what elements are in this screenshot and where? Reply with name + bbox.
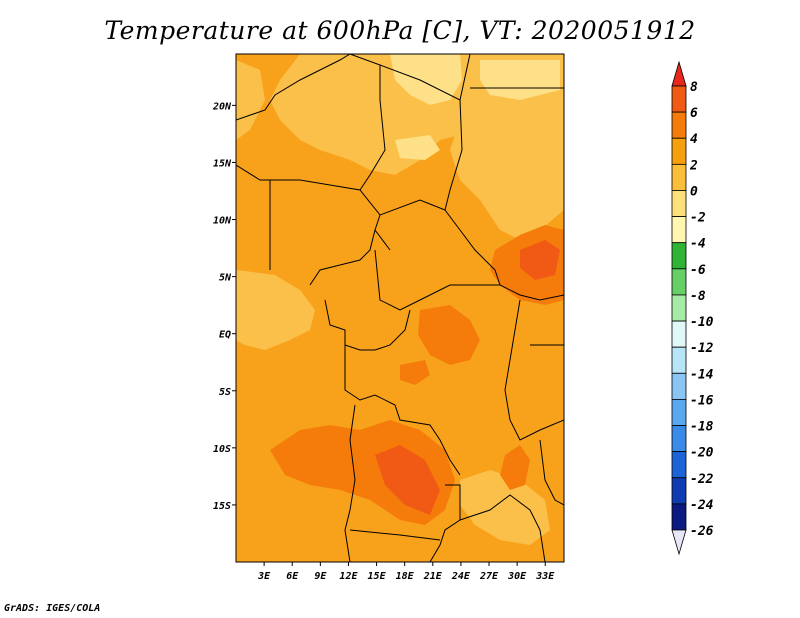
x-tick-label: 3E [257, 571, 271, 582]
colorbar-segment [671, 399, 687, 426]
y-tick-label: 5N [219, 273, 232, 284]
field-region-warm-west-patch [400, 360, 430, 385]
field-region-warm-central [418, 305, 480, 365]
y-tick-label: 20N [212, 101, 232, 112]
colorbar-segment [671, 372, 687, 400]
border-line-16 [349, 529, 441, 541]
border-line-9 [309, 229, 376, 286]
colorbar-segment [671, 320, 687, 348]
field-region-lighter-central [395, 135, 440, 160]
map-frame [235, 53, 565, 563]
x-tick-label: 18E [396, 571, 415, 582]
colorbar-label: -2 [690, 211, 706, 226]
colorbar-segment [671, 268, 687, 296]
border-line-11 [324, 299, 411, 351]
colorbar-label: -10 [690, 315, 714, 330]
border-line-1 [236, 54, 351, 121]
colorbar-label: 0 [690, 184, 698, 199]
border-line-6 [236, 164, 391, 251]
colorbar-segment [671, 346, 687, 374]
y-axis: 20N 15N 10N 5N EQ 5S 10S 15S [212, 101, 236, 512]
field-region-hot-south [375, 445, 440, 515]
colorbar-segment [671, 163, 687, 191]
x-tick-label: 30E [507, 571, 527, 582]
x-tick-label: 9E [314, 571, 327, 582]
border-line-2 [349, 54, 386, 191]
y-tick-label: 5S [219, 387, 231, 398]
colorbar-segment [671, 242, 687, 270]
country-borders [236, 54, 564, 562]
colorbar-segment [671, 216, 687, 244]
y-tick-label: 10N [213, 216, 232, 227]
y-tick-label: 15N [213, 158, 232, 169]
border-line-14 [344, 404, 356, 562]
colorbar-segment [671, 425, 687, 453]
temperature-field [236, 54, 564, 562]
field-region-warm-east-patch [500, 445, 530, 490]
y-tick-label: 10S [213, 444, 231, 455]
x-tick-label: 21E [423, 571, 443, 582]
colorbar-label: 2 [689, 158, 698, 173]
x-tick-label: 15E [368, 571, 387, 582]
x-tick-label: 6E [286, 571, 299, 582]
colorbar-label: -24 [690, 498, 714, 513]
border-line-19 [539, 439, 564, 506]
field-region-light-northeast [450, 54, 564, 240]
colorbar-label: -26 [690, 524, 714, 539]
colorbar-label: -12 [690, 341, 714, 356]
colorbar-label: -22 [690, 472, 714, 487]
x-tick-label: 33E [535, 571, 555, 582]
colorbar-label: -18 [690, 420, 714, 435]
x-axis: 3E 6E 9E 12E 15E 18E 21E 24E 27E 30E 33E [257, 562, 555, 582]
colorbar-segment [671, 477, 687, 505]
y-tick-label: 15S [213, 501, 231, 512]
border-line-13 [504, 299, 564, 441]
field-region-light-southwest [236, 270, 315, 350]
colorbar-bottom-triangle [671, 529, 687, 556]
x-tick-label: 24E [451, 571, 471, 582]
colorbar-segment [671, 85, 687, 113]
colorbar-segment [671, 503, 687, 531]
colorbar-label: 8 [690, 80, 698, 95]
field-region-lighter-northeast [480, 60, 560, 100]
border-line-10 [374, 249, 564, 311]
colorbar-label: -4 [690, 237, 706, 252]
colorbar-label: -20 [690, 446, 714, 461]
border-line-8 [379, 199, 446, 216]
field-region-light-west [236, 60, 265, 140]
colorbar-top-triangle [671, 60, 687, 87]
border-line-4 [444, 99, 501, 286]
chart-title: Temperature at 600hPa [C], VT: 202005191… [104, 16, 696, 45]
y-tick-label: EQ [219, 330, 231, 341]
colorbar-segment [671, 451, 687, 479]
colorbar: 8 6 4 2 0 -2 -4 -6 -8 -10 -12 -14 -16 -18 -20 -22 -24 -26 [671, 60, 714, 556]
x-tick-label: 12E [339, 571, 358, 582]
colorbar-segment [671, 294, 687, 322]
colorbar-label: -16 [690, 393, 714, 408]
border-line-3 [379, 54, 471, 101]
border-line-15 [429, 484, 461, 562]
colorbar-segment [671, 111, 687, 139]
colorbar-segment [671, 137, 687, 165]
field-region-hot-east [520, 240, 560, 280]
grads-credit: GrADS: IGES/COLA [4, 603, 101, 614]
field-region-light-southeast [460, 470, 550, 545]
colorbar-label: 6 [690, 106, 698, 121]
colorbar-label: -8 [690, 289, 706, 304]
colorbar-label: -14 [690, 367, 714, 382]
colorbar-label: -6 [690, 263, 706, 278]
x-tick-label: 27E [479, 571, 499, 582]
colorbar-segment [671, 190, 687, 217]
border-line-17 [459, 494, 546, 562]
colorbar-label: 4 [690, 132, 698, 147]
border-line-12 [344, 345, 461, 476]
